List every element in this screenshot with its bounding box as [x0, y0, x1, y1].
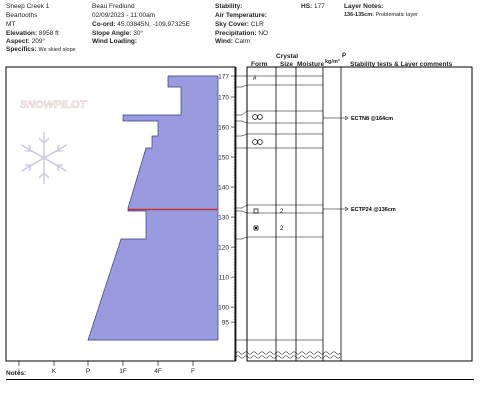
- wind-loading: Wind Loading:: [92, 38, 137, 46]
- state: MT: [6, 21, 16, 28]
- observation-datetime: 02/09/2023 - 11:00am: [92, 12, 156, 19]
- layer-note: 136-135cm: Problematic layer: [344, 12, 418, 19]
- wind-value: Calm: [234, 38, 250, 45]
- depth-tick-label: 130: [218, 214, 229, 221]
- precip-value: NO: [258, 30, 269, 37]
- layer-boundary: [236, 236, 323, 240]
- aspect: Aspect: 209°: [6, 38, 45, 46]
- layer-boundary-lines: 2 2 ECTN8 @164cm ECTP24 @136cm: [236, 75, 396, 341]
- snowpilot-watermark: SNOWPILOT: [19, 99, 88, 184]
- specifics-label: Specifics:: [6, 46, 37, 53]
- depth-tick-label: 140: [218, 184, 229, 191]
- layer-boundary: [236, 210, 323, 214]
- size-header: Size: [280, 61, 294, 68]
- layer-boundary: [236, 204, 323, 209]
- stability-comments-header: Stability tests & Layer comments: [350, 61, 453, 68]
- arrow-icon: [344, 206, 349, 212]
- elevation-value: 8958 ft: [38, 30, 59, 37]
- profile-fill: [87, 75, 219, 341]
- density-symbol: ρ: [342, 51, 347, 58]
- precipitation: Precipitation: NO: [215, 30, 268, 38]
- layer-note-range: 136-135cm:: [344, 12, 374, 18]
- layers-table-frame: [246, 66, 473, 362]
- specifics-value: We skied slope: [38, 47, 76, 53]
- hardness-tick-label: F: [191, 368, 195, 375]
- layer-notes-label: Layer Notes:: [344, 3, 384, 10]
- notes-divider: [6, 379, 474, 380]
- moisture-header: Moisture: [297, 61, 325, 68]
- watermark-text: SNOWPILOT: [20, 99, 88, 111]
- stability-label: Stability:: [215, 3, 243, 10]
- coords-label: Co-ord:: [92, 21, 116, 28]
- snow-height: HS: 177: [301, 3, 325, 11]
- depth-tick-label: 177: [218, 73, 229, 80]
- elevation-label: Elevation:: [6, 30, 38, 37]
- slope-label: Slope Angle:: [92, 30, 132, 37]
- location-name: Sheep Creek 1: [6, 3, 50, 10]
- layer-boundary: [236, 133, 323, 137]
- layer-boundary: [236, 110, 323, 116]
- crystal-header: Crystal: [276, 53, 299, 60]
- faceted-crystal-icon: [253, 208, 259, 214]
- depth-tick-label: 170: [218, 94, 229, 101]
- hardness-tick-label: 1F: [119, 368, 127, 375]
- layer-note-text: Problematic layer: [375, 12, 419, 18]
- precip-label: Precipitation:: [215, 30, 257, 37]
- mixed-forms-icon: [253, 225, 259, 231]
- layer-boundary: [236, 84, 323, 88]
- hardness-tick-label: P: [86, 368, 90, 375]
- sky-value: CLR: [250, 21, 264, 28]
- density-unit: kg/m³: [325, 59, 340, 65]
- observer-name: Beau Fredlund: [92, 3, 135, 10]
- snowflake-icon: [21, 132, 67, 184]
- precip-particle-icon: #: [253, 76, 257, 82]
- depth-tick-label: 150: [218, 154, 229, 161]
- slope-value: 30°: [133, 30, 144, 37]
- hs-label: HS:: [301, 3, 313, 10]
- wind: Wind: Calm: [215, 38, 250, 46]
- depth-tick-label: 100: [218, 304, 229, 311]
- mountain-range: Beartooths: [6, 12, 38, 19]
- aspect-value: 209°: [31, 38, 46, 45]
- truncation-wave: [235, 351, 341, 359]
- specifics: Specifics: We skied slope: [6, 46, 76, 54]
- wind-label: Wind:: [215, 38, 233, 45]
- depth-tick-label: 110: [219, 274, 230, 281]
- hardness-tick-label: K: [52, 368, 57, 375]
- wind-loading-label: Wind Loading:: [92, 38, 138, 45]
- arrow-icon: [344, 115, 349, 121]
- coordinates: Co-ord: 45.03845N, -109.97325E: [92, 21, 190, 29]
- hardness-tick-label: I: [18, 368, 20, 375]
- sky-label: Sky Cover:: [215, 21, 249, 28]
- aspect-label: Aspect:: [6, 38, 30, 45]
- slope-angle: Slope Angle: 30°: [92, 30, 143, 38]
- depth-axis: 177 170 160 150 140 130 120 110 100 95: [218, 67, 237, 361]
- grain-size-value: 2: [280, 226, 284, 232]
- depth-tick-label: 95: [222, 319, 230, 326]
- grain-forms: #: [252, 76, 263, 231]
- hs-value: 177: [314, 3, 325, 10]
- grain-size-value: 2: [280, 209, 284, 215]
- air-temperature-label: Air Temperature:: [215, 12, 267, 19]
- hardness-tick-label: 4F: [154, 368, 162, 375]
- sky-cover: Sky Cover: CLR: [215, 21, 264, 29]
- form-header: Form: [251, 61, 268, 68]
- depth-tick-label: 160: [218, 124, 229, 131]
- stability-test-label: ECTP24 @136cm: [351, 207, 396, 213]
- stability-test-label: ECTN8 @164cm: [351, 116, 393, 122]
- rounded-grains-icon: [252, 114, 263, 120]
- elevation: Elevation: 8958 ft: [6, 30, 59, 38]
- coords-value: 45.03845N, -109.97325E: [117, 21, 190, 28]
- layer-boundary: [236, 120, 323, 124]
- depth-tick-label: 120: [218, 244, 229, 251]
- notes-label: Notes:: [6, 370, 27, 377]
- rounded-grains-icon: [252, 139, 263, 145]
- hand-hardness-profile: [87, 75, 219, 341]
- hand-hardness-axis: I K P 1F 4F F: [18, 361, 195, 375]
